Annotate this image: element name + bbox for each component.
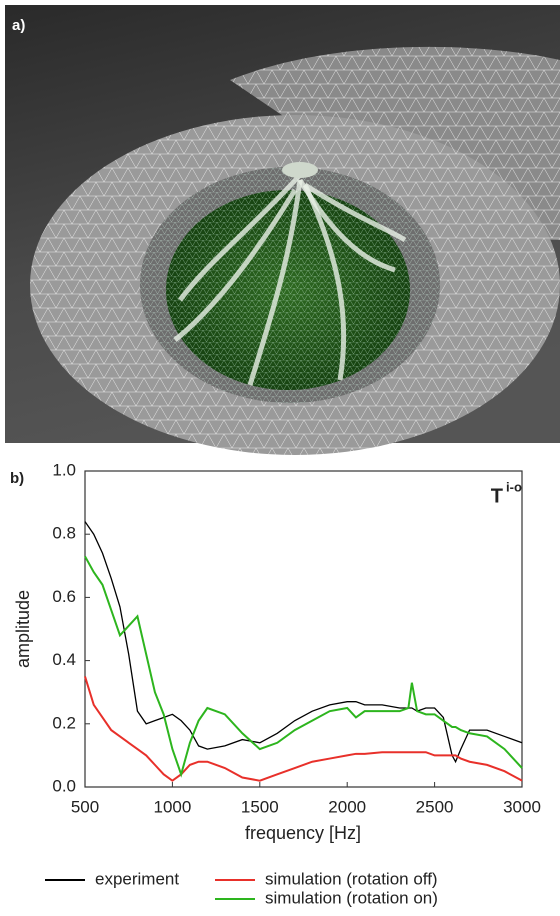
panel-label: b) — [10, 470, 24, 487]
x-tick-label: 500 — [71, 797, 99, 816]
plot-frame — [84, 470, 523, 788]
y-tick-label: 0.8 — [52, 524, 76, 543]
y-tick-label: 1.0 — [52, 460, 76, 479]
annotation: T — [491, 485, 503, 507]
legend-label: simulation (rotation on) — [265, 888, 438, 907]
impeller-hub — [282, 162, 318, 178]
impeller-mesh — [166, 190, 410, 390]
y-tick-label: 0.4 — [52, 650, 76, 669]
annotation-superscript: i-o — [506, 479, 522, 494]
x-tick-label: 1500 — [241, 797, 279, 816]
legend-label: experiment — [95, 869, 179, 888]
y-axis-label: amplitude — [13, 590, 33, 668]
panel-label: a) — [12, 17, 25, 34]
x-tick-label: 2500 — [416, 797, 454, 816]
mesh-render — [5, 5, 560, 455]
series-line — [84, 521, 523, 764]
series-line — [84, 555, 523, 778]
x-axis-label: frequency [Hz] — [245, 823, 361, 843]
y-tick-label: 0.6 — [52, 587, 76, 606]
legend-label: simulation (rotation off) — [265, 869, 438, 888]
x-tick-label: 2000 — [328, 797, 366, 816]
series-line — [84, 676, 523, 782]
x-tick-label: 1000 — [153, 797, 191, 816]
y-tick-label: 0.0 — [52, 776, 76, 795]
impeller-blades — [173, 173, 407, 386]
x-tick-label: 3000 — [503, 797, 541, 816]
y-tick-label: 0.2 — [52, 713, 76, 732]
